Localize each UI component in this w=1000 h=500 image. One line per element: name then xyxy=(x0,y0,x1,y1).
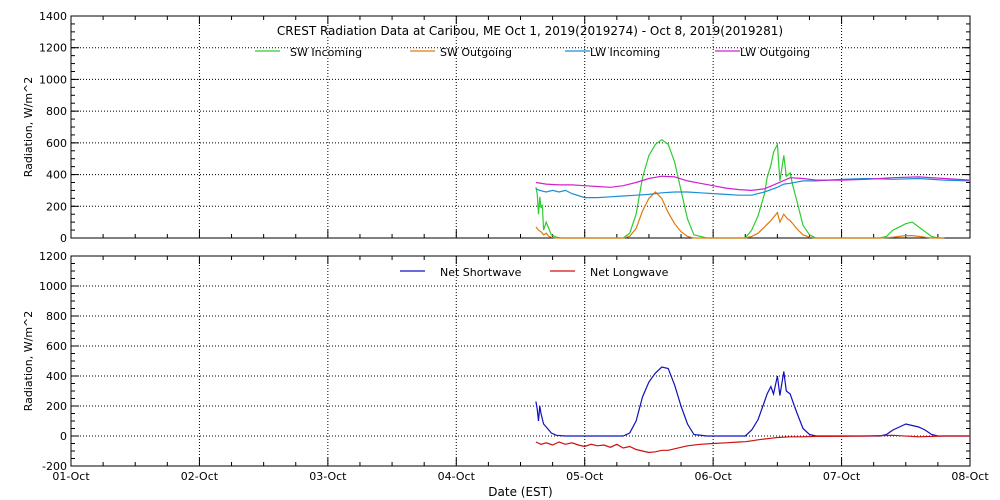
series-line-sw_out xyxy=(535,191,945,239)
legend-label-sw_out: SW Outgoing xyxy=(440,46,512,59)
legend-label-lw_in: LW Incoming xyxy=(590,46,660,59)
x-tick-label: 08-Oct xyxy=(951,470,989,483)
series-line-net_sw xyxy=(535,366,970,437)
x-tick-label: 03-Oct xyxy=(309,470,347,483)
y-tick-label: 0 xyxy=(60,232,67,245)
y-tick-label: 1000 xyxy=(39,73,67,86)
x-axis-label: Date (EST) xyxy=(488,485,552,499)
y-axis-label: Radiation, W/m^2 xyxy=(22,311,35,412)
y-tick-label: 400 xyxy=(46,370,67,383)
legend-label-net_sw: Net Shortwave xyxy=(440,266,522,279)
x-tick-label: 06-Oct xyxy=(694,470,732,483)
series-line-lw_out xyxy=(535,175,971,192)
y-tick-label: 400 xyxy=(46,169,67,182)
y-tick-label: 200 xyxy=(46,400,67,413)
y-tick-label: 0 xyxy=(60,430,67,443)
legend-label-sw_in: SW Incoming xyxy=(290,46,362,59)
y-tick-label: -200 xyxy=(42,460,67,473)
chart-title: CREST Radiation Data at Caribou, ME Oct … xyxy=(277,24,783,38)
y-tick-label: 200 xyxy=(46,200,67,213)
x-tick-label: 05-Oct xyxy=(566,470,604,483)
y-axis-label: Radiation, W/m^2 xyxy=(22,77,35,178)
x-tick-label: 07-Oct xyxy=(823,470,861,483)
y-tick-label: 1200 xyxy=(39,250,67,263)
plot-frame xyxy=(70,15,971,239)
series-line-net_lw xyxy=(535,434,970,454)
legend-label-net_lw: Net Longwave xyxy=(590,266,669,279)
y-tick-label: 1200 xyxy=(39,42,67,55)
x-tick-label: 01-Oct xyxy=(52,470,90,483)
y-tick-label: 600 xyxy=(46,137,67,150)
x-tick-label: 04-Oct xyxy=(438,470,476,483)
top-panel: 0 200 400 600 800 1000 1200 1400 Radiation, W/m^… xyxy=(22,10,971,245)
legend-label-lw_out: LW Outgoing xyxy=(740,46,810,59)
y-tick-label: 1400 xyxy=(39,10,67,23)
series-line-lw_in xyxy=(535,177,971,199)
plot-frame xyxy=(70,255,971,467)
y-tick-label: 600 xyxy=(46,340,67,353)
x-tick-label: 02-Oct xyxy=(181,470,219,483)
y-tick-label: 800 xyxy=(46,105,67,118)
series-line-sw_in xyxy=(535,138,945,239)
bottom-panel: -200 0 200 400 600 800 1000 1200 Radiation, W/m^… xyxy=(22,250,989,499)
y-tick-label: 1000 xyxy=(39,280,67,293)
y-tick-label: 800 xyxy=(46,310,67,323)
